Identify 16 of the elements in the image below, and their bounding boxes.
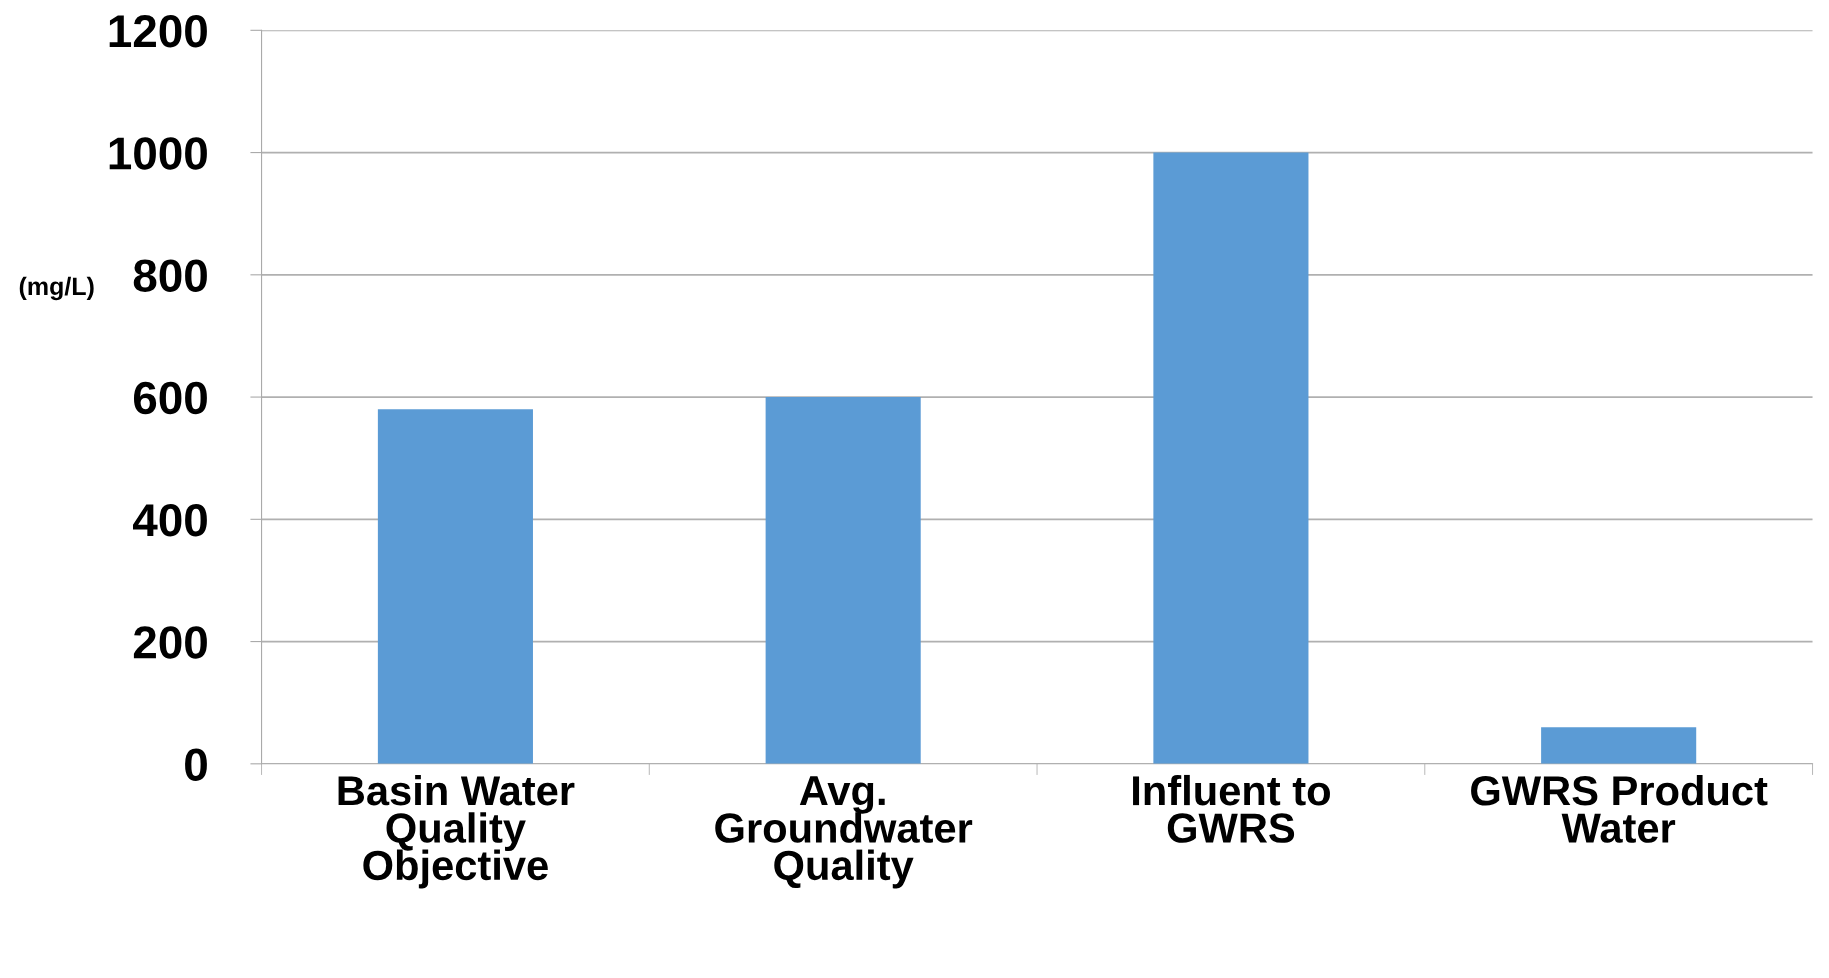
y-tick-label: 600 <box>133 381 207 415</box>
y-tick-label: 400 <box>133 503 207 537</box>
y-tick-label: 1000 <box>109 137 207 170</box>
x-tick-label: GWRS Product Water <box>1471 774 1768 843</box>
x-tick-label: Basin Water Quality Objective <box>338 774 575 889</box>
y-tick-label: 800 <box>133 259 207 292</box>
y-axis-title: (mg/L) <box>19 276 94 301</box>
bar <box>1541 727 1697 764</box>
y-tick-label: 1200 <box>109 14 207 48</box>
x-tick-label: Influent to GWRS <box>1133 774 1330 843</box>
bar <box>377 409 533 764</box>
bar <box>1153 152 1309 764</box>
y-tick-label: 0 <box>185 748 207 781</box>
x-tick-label: Avg. Groundwater Quality <box>715 776 973 889</box>
bar <box>765 397 921 764</box>
y-tick-label: 200 <box>133 626 207 659</box>
